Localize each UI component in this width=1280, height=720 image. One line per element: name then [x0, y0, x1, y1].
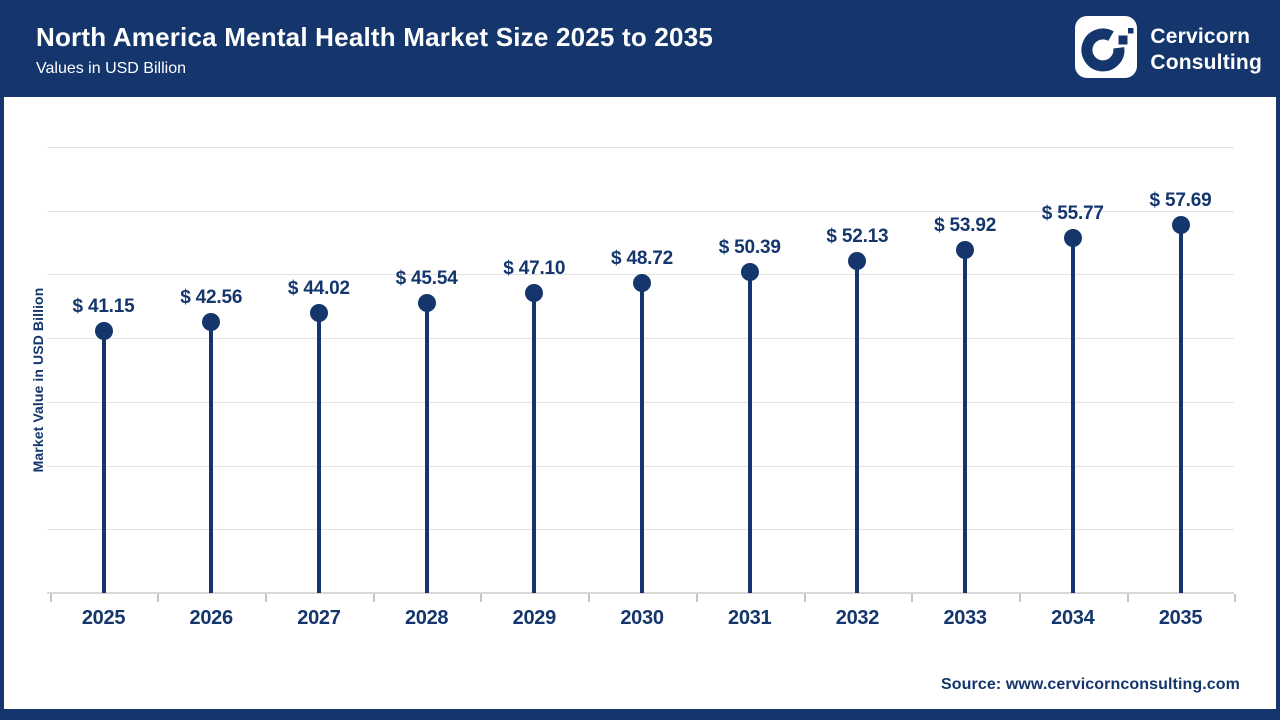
x-axis-tick	[372, 594, 375, 602]
data-label: $ 53.92	[934, 214, 997, 236]
data-label: $ 55.77	[1041, 202, 1104, 224]
stem	[101, 330, 106, 593]
marker	[202, 312, 221, 331]
chart-title: North America Mental Health Market Size …	[36, 22, 714, 52]
x-axis-category-label: 2030	[620, 607, 664, 629]
x-axis-tick	[480, 594, 483, 602]
marker	[417, 293, 436, 312]
gridline	[47, 210, 1234, 212]
stem	[532, 292, 537, 593]
data-label: $ 52.13	[826, 225, 889, 247]
x-axis-tick	[49, 594, 52, 602]
data-label: $ 50.39	[718, 236, 781, 258]
data-label: $ 47.10	[503, 257, 566, 279]
x-axis-tick	[265, 594, 267, 602]
marker	[848, 251, 867, 270]
x-axis-tick	[157, 594, 160, 602]
x-axis-category-label: 2025	[81, 607, 126, 629]
data-label: $ 57.69	[1149, 190, 1212, 212]
data-label: $ 45.54	[395, 267, 458, 289]
x-axis-tick	[803, 594, 806, 602]
x-axis-category-label: 2031	[728, 607, 772, 629]
marker	[633, 273, 651, 292]
marker	[309, 303, 328, 322]
x-axis-line	[47, 592, 1234, 594]
x-axis-category-label: 2027	[297, 607, 341, 629]
x-axis-category-label: 2034	[1051, 607, 1095, 629]
marker	[1063, 228, 1082, 247]
stem	[640, 282, 644, 593]
brand-logo: Cervicorn Consulting	[1075, 16, 1262, 83]
marker	[94, 321, 113, 340]
stem	[209, 321, 214, 593]
x-axis-tick	[1234, 594, 1237, 602]
stem	[1070, 237, 1075, 593]
brand-line2: Consulting	[1150, 50, 1262, 74]
x-axis-category-label: 2029	[512, 607, 557, 629]
stem	[855, 260, 860, 593]
stem	[747, 271, 752, 593]
frame-border-bottom	[0, 709, 1280, 720]
stem	[424, 302, 429, 593]
x-axis-tick	[911, 594, 914, 602]
data-label: $ 48.72	[611, 247, 673, 269]
stem	[963, 249, 968, 593]
x-axis-category-label: 2035	[1158, 607, 1203, 629]
x-axis-tick	[695, 594, 698, 602]
x-axis-tick	[588, 594, 591, 602]
frame-border-right	[1276, 0, 1280, 720]
x-axis-category-label: 2028	[404, 607, 449, 629]
marker	[740, 262, 759, 281]
cervicorn-logo-icon	[1075, 16, 1138, 83]
data-label: $ 44.02	[287, 277, 350, 299]
marker	[1171, 216, 1190, 235]
stem	[316, 312, 321, 593]
y-axis-title: Market Value in USD Billion	[30, 287, 46, 473]
x-axis-tick	[1126, 594, 1129, 602]
data-label: $ 41.15	[72, 295, 135, 317]
frame-border-left	[0, 0, 4, 720]
brand-name: Cervicorn Consulting	[1150, 24, 1262, 76]
source-credit: Source: www.cervicornconsulting.com	[941, 676, 1240, 693]
chart-subtitle: Values in USD Billion	[36, 60, 186, 77]
data-label: $ 42.56	[180, 286, 243, 308]
marker	[956, 240, 975, 259]
x-axis-category-label: 2032	[835, 607, 880, 629]
x-axis-category-label: 2033	[943, 607, 987, 629]
brand-line1: Cervicorn	[1150, 24, 1251, 48]
header-band: North America Mental Health Market Size …	[0, 0, 1280, 97]
marker	[525, 283, 544, 302]
stem	[1178, 225, 1183, 593]
x-axis-tick	[1018, 594, 1021, 602]
x-axis-category-label: 2026	[189, 607, 234, 629]
gridline	[47, 147, 1234, 148]
